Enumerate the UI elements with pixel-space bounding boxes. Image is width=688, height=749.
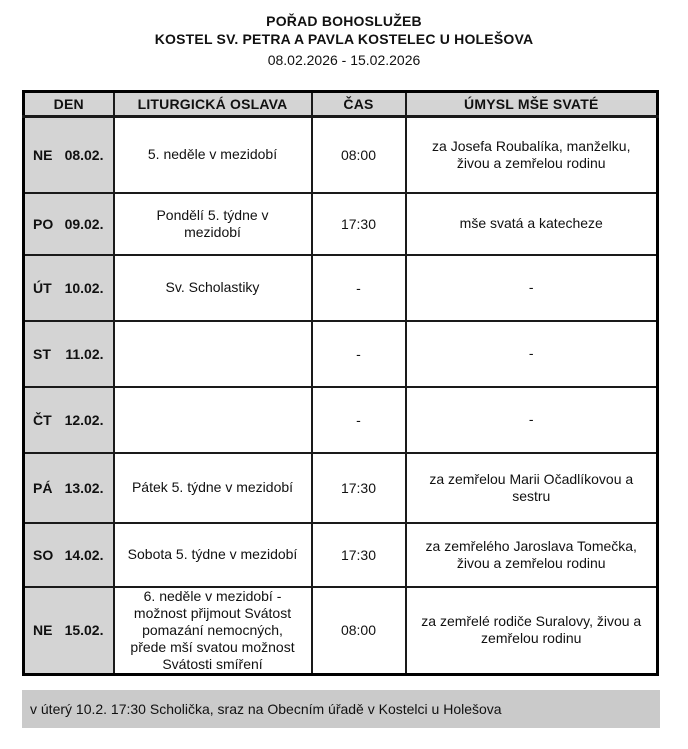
column-header-umysl: ÚMYSL MŠE SVATÉ [404,90,659,118]
celebration-cell: 5. neděle v mezidobí [112,115,313,194]
table-row: SO 14.02. Sobota 5. týdne v mezidobí 17:… [22,521,659,588]
day-date: 15.02. [64,622,104,638]
day-abbreviation: ČT [33,411,52,428]
day-abbreviation: ST [33,345,51,362]
table-row: PO 09.02. Pondělí 5. týdne v mezidobí 17… [22,191,659,256]
day-abbreviation: SO [33,546,54,563]
day-cell: NE 15.02. [22,585,115,675]
time-cell: 17:30 [310,451,407,524]
time-cell: - [310,319,407,388]
day-date: 11.02. [65,345,104,362]
intention-cell: za zemřelého Jaroslava Tomečka, živou a … [404,521,659,588]
day-date: 13.02. [64,479,104,496]
celebration-cell: Sobota 5. týdne v mezidobí [112,521,313,588]
table-row: ČT 12.02. - - [22,385,659,454]
header-row: DEN LITURGICKÁ OSLAVA ČAS ÚMYSL MŠE SVAT… [22,90,659,118]
day-date: 08.02. [64,146,104,163]
table-row: NE 08.02. 5. neděle v mezidobí 08:00 za … [22,115,659,194]
schedule-table: DEN LITURGICKÁ OSLAVA ČAS ÚMYSL MŠE SVAT… [22,90,659,676]
day-abbreviation: NE [33,146,53,163]
table-row: PÁ 13.02. Pátek 5. týdne v mezidobí 17:3… [22,451,659,524]
page-title: POŘAD BOHOSLUŽEB [266,13,422,29]
day-cell: NE 08.02. [22,115,115,194]
celebration-cell: Pondělí 5. týdne v mezidobí [112,191,313,256]
table-row: ST 11.02. - - [22,319,659,388]
day-cell: PO 09.02. [22,191,115,256]
title-block: POŘAD BOHOSLUŽEB KOSTEL SV. PETRA A PAVL… [0,0,688,70]
intention-cell: - [404,319,659,388]
day-date: 10.02. [64,279,104,296]
column-header-liturgicka-oslava: LITURGICKÁ OSLAVA [112,90,313,118]
day-abbreviation: PÁ [33,479,53,496]
time-cell: - [310,253,407,322]
intention-cell: za zemřelé rodiče Suralovy, živou a zemř… [404,585,659,675]
intention-cell: za zemřelou Marii Očadlíkovou a sestru [404,451,659,524]
day-cell: SO 14.02. [22,521,115,588]
day-date: 14.02. [64,546,104,563]
intention-cell: - [404,253,659,322]
day-date: 12.02. [64,411,104,428]
celebration-cell: 6. neděle v mezidobí - možnost přijmout … [112,585,313,675]
table-row: ÚT 10.02. Sv. Scholastiky - - [22,253,659,322]
celebration-cell [112,385,313,454]
column-header-cas: ČAS [310,90,407,118]
intention-cell: - [404,385,659,454]
celebration-cell: Pátek 5. týdne v mezidobí [112,451,313,524]
date-range: 08.02.2026 - 15.02.2026 [267,52,421,68]
day-date: 09.02. [64,215,104,232]
time-cell: - [310,385,407,454]
day-abbreviation: ÚT [33,279,52,296]
footer-note-text: v úterý 10.2. 17:30 Scholička, sraz na O… [30,700,502,717]
church-name: KOSTEL SV. PETRA A PAVLA KOSTELEC U HOLE… [154,31,534,47]
celebration-cell: Sv. Scholastiky [112,253,313,322]
table-row: NE 15.02. 6. neděle v mezidobí - možnost… [22,585,659,675]
day-abbreviation: NE [33,622,53,638]
intention-cell: za Josefa Roubalíka, manželku, živou a z… [404,115,659,194]
schedule-table-header: DEN LITURGICKÁ OSLAVA ČAS ÚMYSL MŠE SVAT… [22,90,659,118]
footer-note-bar: v úterý 10.2. 17:30 Scholička, sraz na O… [22,689,660,728]
time-cell: 08:00 [310,115,407,194]
day-cell: ČT 12.02. [22,385,115,454]
day-abbreviation: PO [33,215,54,232]
time-cell: 17:30 [310,521,407,588]
day-cell: ÚT 10.02. [22,253,115,322]
intention-cell: mše svatá a katecheze [404,191,659,256]
time-cell: 08:00 [310,585,407,675]
celebration-cell [112,319,313,388]
time-cell: 17:30 [310,191,407,256]
column-header-den: DEN [22,90,115,118]
schedule-table-body: NE 08.02. 5. neděle v mezidobí 08:00 za … [22,115,659,675]
day-cell: PÁ 13.02. [22,451,115,524]
day-cell: ST 11.02. [22,319,115,388]
